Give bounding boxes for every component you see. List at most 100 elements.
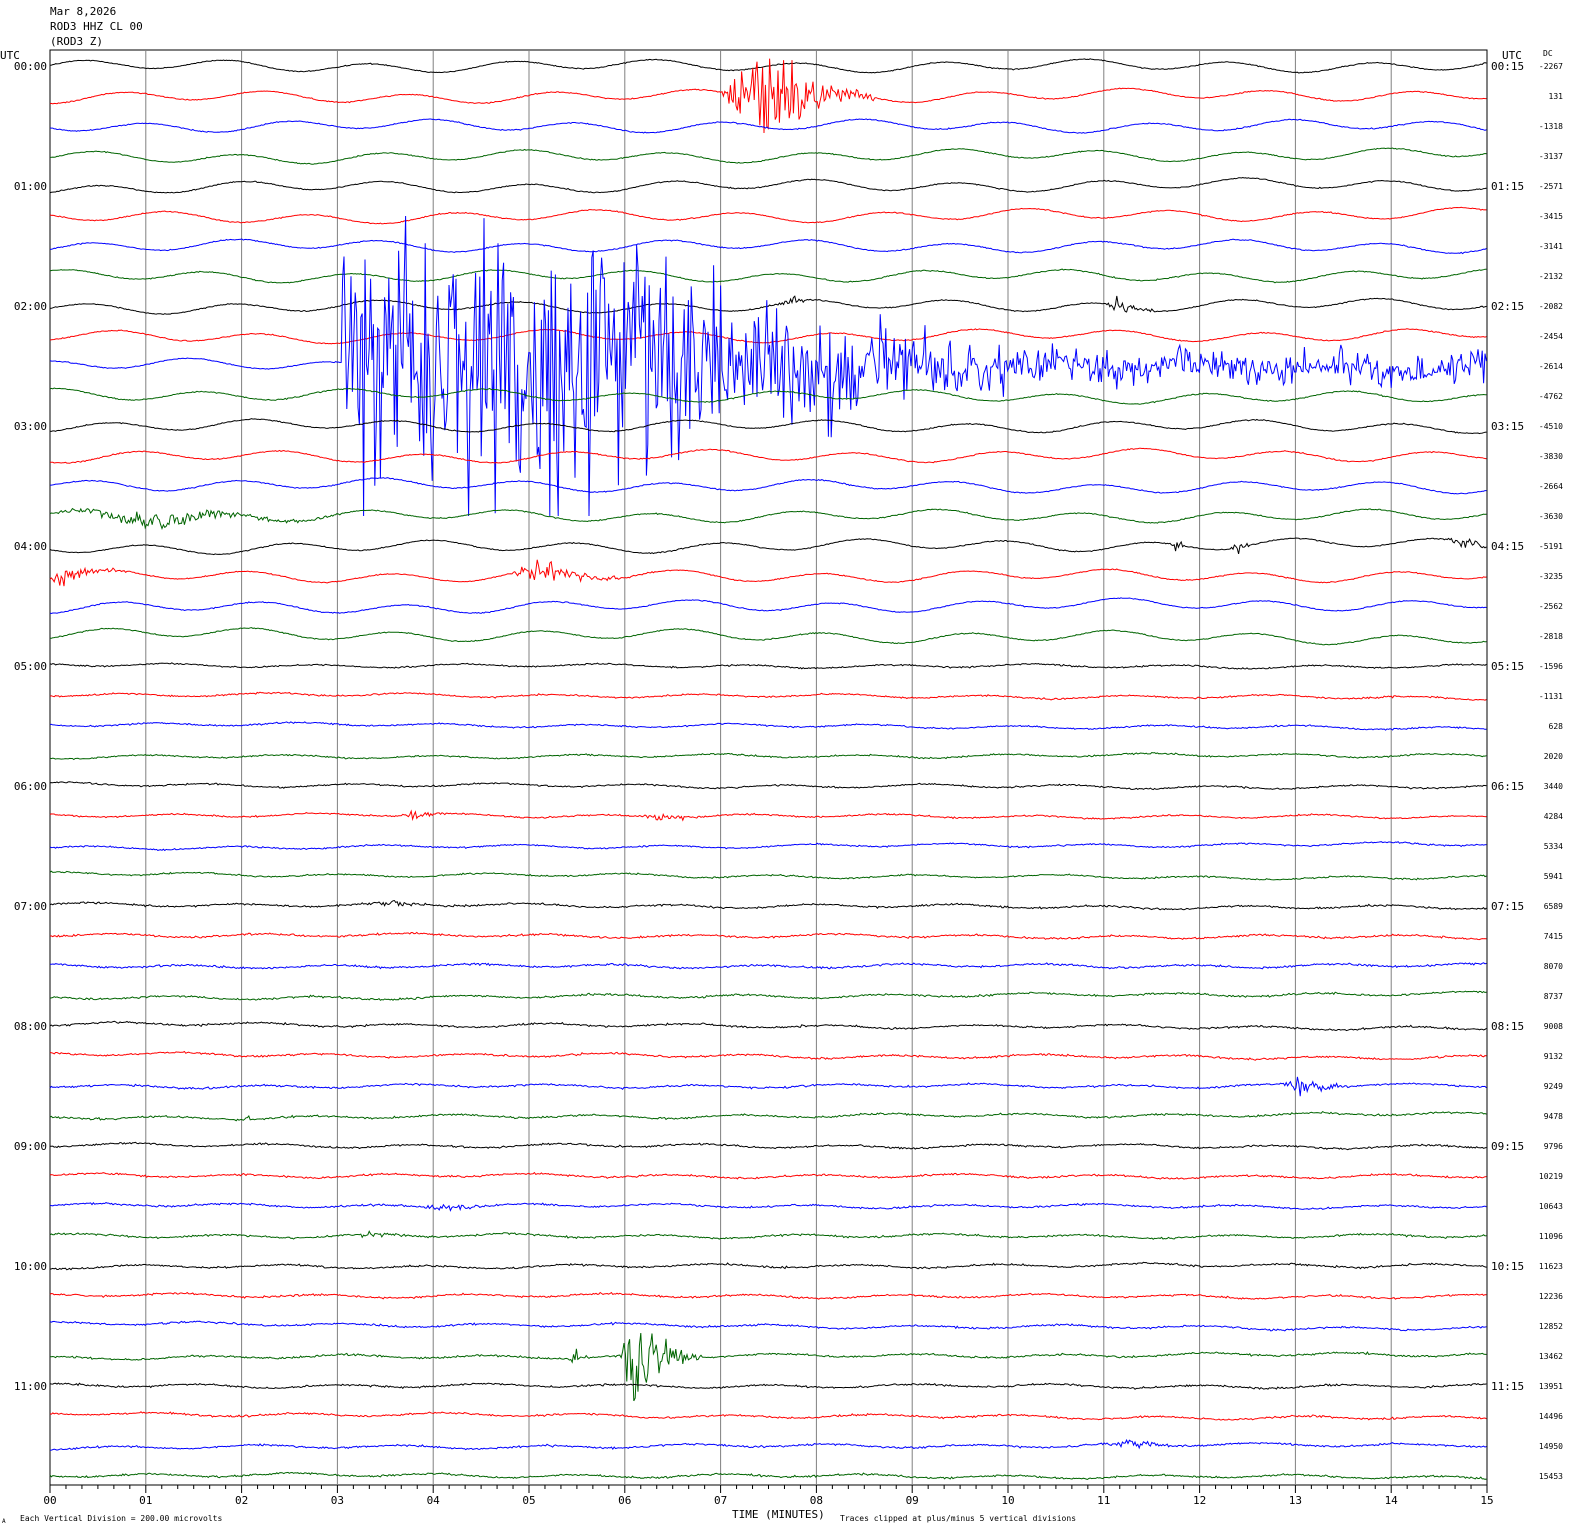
left-time-label: 10:00: [14, 1260, 47, 1273]
dc-title: DC: [1543, 49, 1553, 58]
seismic-trace: [49, 1471, 1487, 1481]
x-tick-label: 05: [522, 1494, 535, 1507]
seismic-trace: [49, 662, 1487, 670]
dc-offset-label: 9478: [1544, 1112, 1563, 1121]
seismic-trace: [49, 1202, 1487, 1212]
left-time-label: 01:00: [14, 180, 47, 193]
seismic-trace: [49, 176, 1487, 194]
dc-offset-label: 131: [1549, 92, 1564, 101]
plot-frame: [49, 49, 1488, 1486]
dc-offset-label: -4762: [1539, 392, 1563, 401]
seismic-trace: [49, 597, 1487, 615]
seismic-trace: [49, 238, 1487, 255]
dc-offset-label: 4284: [1544, 812, 1563, 821]
x-tick-label: 09: [906, 1494, 919, 1507]
dc-offset-label: -2818: [1539, 632, 1563, 641]
seismic-trace: [49, 1020, 1487, 1032]
right-time-label: 02:15: [1491, 300, 1524, 313]
right-time-label: 10:15: [1491, 1260, 1524, 1273]
left-time-label: 11:00: [14, 1380, 47, 1393]
seismic-trace: [49, 990, 1487, 1001]
dc-offset-label: 12852: [1539, 1322, 1563, 1331]
dc-offset-label: 13462: [1539, 1352, 1563, 1361]
dc-offset-label: 7415: [1544, 932, 1563, 941]
dc-offset-label: -2571: [1539, 182, 1563, 191]
seismic-trace: [49, 215, 1487, 517]
dc-offset-label: 14496: [1539, 1412, 1563, 1421]
dc-offset-label: 12236: [1539, 1292, 1563, 1301]
left-time-label: 06:00: [14, 780, 47, 793]
seismic-trace: [49, 418, 1487, 435]
seismic-trace: [49, 268, 1487, 284]
dc-offset-label: 2020: [1544, 752, 1563, 761]
dc-offset-label: -3415: [1539, 212, 1563, 221]
right-time-label: 11:15: [1491, 1380, 1524, 1393]
seismic-trace: [49, 1230, 1487, 1240]
dc-offset-label: 11096: [1539, 1232, 1563, 1241]
seismic-trace: [49, 387, 1487, 405]
seismic-trace: [49, 1291, 1487, 1300]
left-time-label: 08:00: [14, 1020, 47, 1033]
dc-offset-label: -2132: [1539, 272, 1563, 281]
left-time-label: 03:00: [14, 420, 47, 433]
dc-offset-label: 9796: [1544, 1142, 1563, 1151]
dc-offset-label: 10219: [1539, 1172, 1563, 1181]
x-tick-label: 07: [714, 1494, 727, 1507]
right-time-label: 00:15: [1491, 60, 1524, 73]
plot-date: Mar 8,2026: [50, 5, 117, 18]
x-tick-label: 01: [139, 1494, 152, 1507]
seismic-trace: [49, 899, 1487, 911]
seismic-trace: [49, 447, 1487, 464]
right-time-label: 09:15: [1491, 1140, 1524, 1153]
dc-offset-label: -1596: [1539, 662, 1563, 671]
seismic-trace: [49, 507, 1487, 530]
dc-offset-label: 3440: [1544, 782, 1563, 791]
dc-offset-label: -1131: [1539, 692, 1563, 701]
seismic-trace: [49, 781, 1487, 791]
dc-offset-label: 8070: [1544, 962, 1563, 971]
x-tick-label: 06: [618, 1494, 631, 1507]
seismic-trace: [49, 870, 1487, 881]
seismic-trace: [49, 477, 1487, 495]
x-tick-label: 04: [427, 1494, 441, 1507]
corner-mark: A: [2, 1518, 6, 1525]
right-time-label: 01:15: [1491, 180, 1524, 193]
dc-offset-label: 10643: [1539, 1202, 1563, 1211]
x-tick-label: 02: [235, 1494, 248, 1507]
x-tick-label: 13: [1289, 1494, 1302, 1507]
seismic-trace: [49, 1438, 1487, 1451]
x-tick-label: 08: [810, 1494, 823, 1507]
right-time-label: 07:15: [1491, 900, 1524, 913]
seismic-trace: [49, 1171, 1487, 1180]
dc-offset-label: -4510: [1539, 422, 1563, 431]
dc-offset-label: 9249: [1544, 1082, 1563, 1091]
dc-offset-label: -5191: [1539, 542, 1563, 551]
scale-note: Each Vertical Division = 200.00 microvol…: [20, 1514, 223, 1523]
seismic-trace: [49, 147, 1487, 165]
left-time-label: 04:00: [14, 540, 47, 553]
x-tick-label: 12: [1193, 1494, 1206, 1507]
dc-offset-label: 9132: [1544, 1052, 1563, 1061]
x-tick-label: 15: [1480, 1494, 1493, 1507]
seismic-trace: [49, 809, 1487, 822]
dc-offset-label: -3141: [1539, 242, 1563, 251]
dc-offset-label: 6589: [1544, 902, 1563, 911]
x-axis-label: TIME (MINUTES): [732, 1508, 825, 1521]
x-tick-label: 11: [1097, 1494, 1110, 1507]
seismic-trace: [49, 1382, 1487, 1390]
dc-offset-label: 5334: [1544, 842, 1563, 851]
dc-offset-label: -1318: [1539, 122, 1563, 131]
dc-offset-label: 15453: [1539, 1472, 1563, 1481]
dc-offset-label: 14950: [1539, 1442, 1563, 1451]
x-tick-label: 14: [1385, 1494, 1399, 1507]
seismic-trace: [49, 691, 1487, 701]
seismic-trace: [50, 962, 1487, 970]
seismic-trace: [49, 1141, 1487, 1151]
seismic-trace: [49, 537, 1487, 556]
seismic-trace: [49, 721, 1487, 731]
dc-offset-label: -2267: [1539, 62, 1563, 71]
dc-offset-label: -3830: [1539, 452, 1563, 461]
right-time-label: 04:15: [1491, 540, 1524, 553]
dc-offset-label: -2454: [1539, 332, 1563, 341]
